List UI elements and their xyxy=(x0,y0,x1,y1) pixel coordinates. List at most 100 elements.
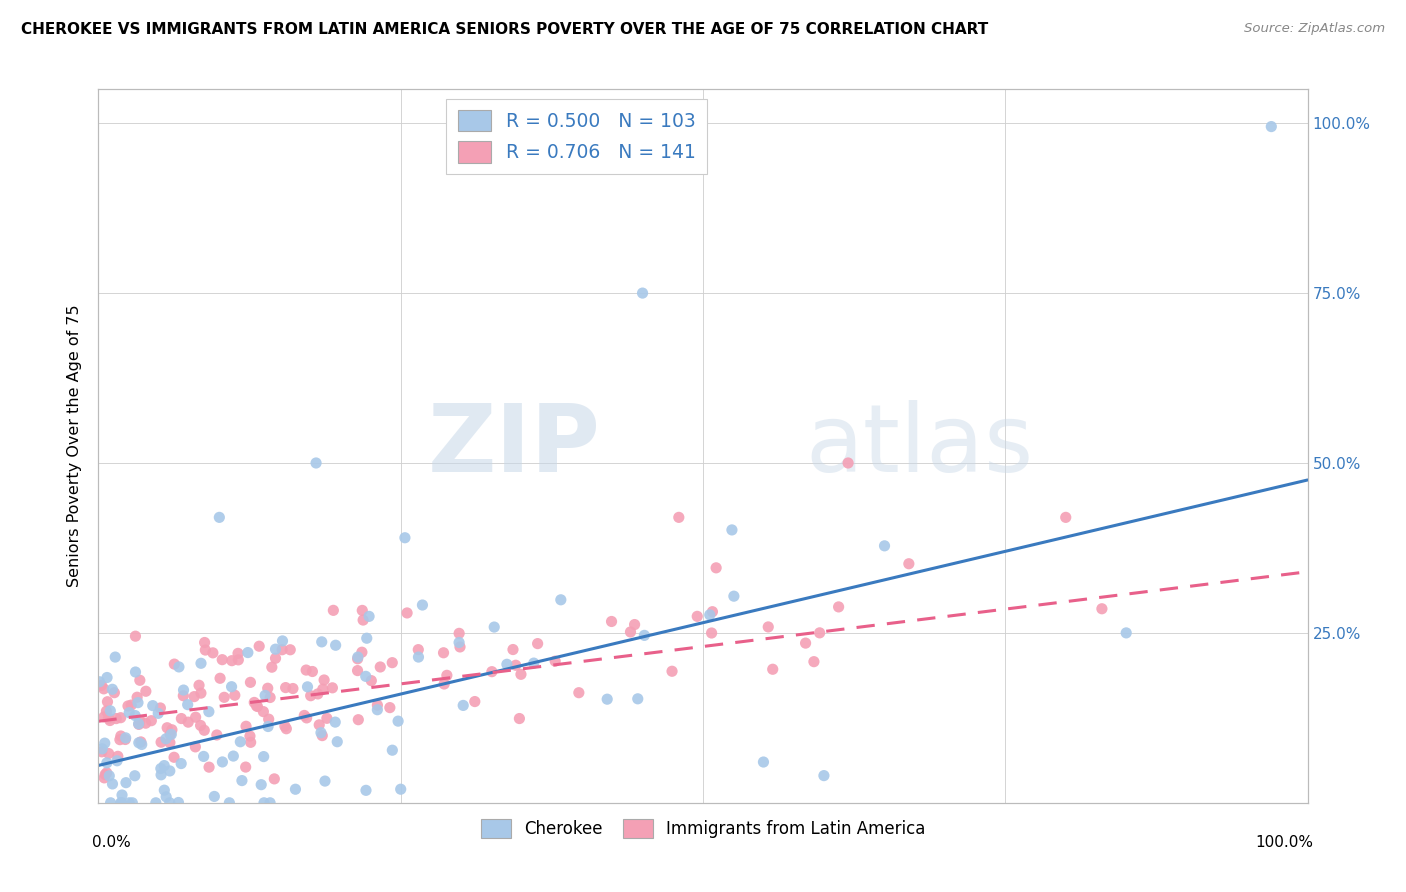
Point xyxy=(368,660,391,674)
Point xyxy=(127,696,149,710)
Point xyxy=(1054,510,1077,524)
Point xyxy=(124,708,146,723)
Point xyxy=(827,599,849,614)
Point xyxy=(360,673,382,688)
Point xyxy=(201,646,224,660)
Legend: Cherokee, Immigrants from Latin America: Cherokee, Immigrants from Latin America xyxy=(474,812,932,845)
Point xyxy=(110,796,132,810)
Point xyxy=(484,620,506,634)
Point xyxy=(167,660,190,674)
Point xyxy=(263,772,285,786)
Point xyxy=(235,760,257,774)
Point xyxy=(897,557,920,571)
Point xyxy=(93,771,115,785)
Point xyxy=(205,728,228,742)
Point xyxy=(325,638,347,652)
Point xyxy=(103,686,125,700)
Point xyxy=(702,605,724,619)
Point xyxy=(297,680,319,694)
Point xyxy=(198,705,221,719)
Point xyxy=(321,681,343,695)
Point xyxy=(686,609,709,624)
Point xyxy=(170,712,193,726)
Point xyxy=(544,654,567,668)
Point xyxy=(93,681,115,696)
Point xyxy=(449,640,471,654)
Text: ZIP: ZIP xyxy=(427,400,600,492)
Point xyxy=(837,456,859,470)
Point xyxy=(124,629,146,643)
Point xyxy=(396,606,419,620)
Point xyxy=(356,632,378,646)
Point xyxy=(433,677,456,691)
Point xyxy=(378,700,401,714)
Point xyxy=(668,510,690,524)
Point xyxy=(118,706,141,720)
Point xyxy=(274,681,297,695)
Point xyxy=(148,706,170,721)
Point xyxy=(159,796,181,810)
Point xyxy=(311,635,333,649)
Point xyxy=(96,704,118,718)
Point xyxy=(221,654,243,668)
Point xyxy=(131,738,153,752)
Point xyxy=(326,735,349,749)
Point xyxy=(96,756,118,770)
Point xyxy=(699,607,721,622)
Point xyxy=(305,456,328,470)
Point xyxy=(700,626,723,640)
Point xyxy=(264,642,287,657)
Point xyxy=(127,690,149,705)
Point xyxy=(481,665,503,679)
Point xyxy=(128,717,150,731)
Text: 0.0%: 0.0% xyxy=(93,835,131,850)
Point xyxy=(177,715,200,730)
Point xyxy=(172,689,194,703)
Point xyxy=(366,698,388,713)
Point xyxy=(243,695,266,709)
Point xyxy=(357,609,380,624)
Point xyxy=(188,678,211,692)
Point xyxy=(149,701,172,715)
Point xyxy=(221,680,243,694)
Point xyxy=(352,613,374,627)
Point xyxy=(257,712,280,726)
Point xyxy=(245,698,267,713)
Point xyxy=(120,698,142,712)
Point xyxy=(135,716,157,731)
Point xyxy=(114,731,136,745)
Point xyxy=(762,662,785,676)
Point xyxy=(142,698,165,713)
Point xyxy=(222,749,245,764)
Point xyxy=(153,758,176,772)
Point xyxy=(873,539,896,553)
Point xyxy=(94,767,117,781)
Point xyxy=(464,695,486,709)
Point xyxy=(100,796,122,810)
Point xyxy=(794,636,817,650)
Point xyxy=(366,703,388,717)
Point xyxy=(163,657,186,672)
Point xyxy=(252,705,274,719)
Text: 100.0%: 100.0% xyxy=(1256,835,1313,850)
Point xyxy=(633,628,655,642)
Point xyxy=(117,698,139,713)
Point xyxy=(346,664,368,678)
Point xyxy=(432,646,454,660)
Point xyxy=(115,775,138,789)
Point xyxy=(803,655,825,669)
Point xyxy=(211,755,233,769)
Point xyxy=(510,667,533,681)
Point xyxy=(239,729,262,743)
Point xyxy=(264,651,287,665)
Text: atlas: atlas xyxy=(806,400,1033,492)
Point xyxy=(98,714,121,728)
Point xyxy=(259,690,281,705)
Point xyxy=(387,714,409,728)
Point xyxy=(105,712,128,726)
Point xyxy=(596,692,619,706)
Point xyxy=(110,711,132,725)
Point xyxy=(209,671,232,685)
Text: CHEROKEE VS IMMIGRANTS FROM LATIN AMERICA SENIORS POVERTY OVER THE AGE OF 75 COR: CHEROKEE VS IMMIGRANTS FROM LATIN AMERIC… xyxy=(21,22,988,37)
Point xyxy=(449,626,471,640)
